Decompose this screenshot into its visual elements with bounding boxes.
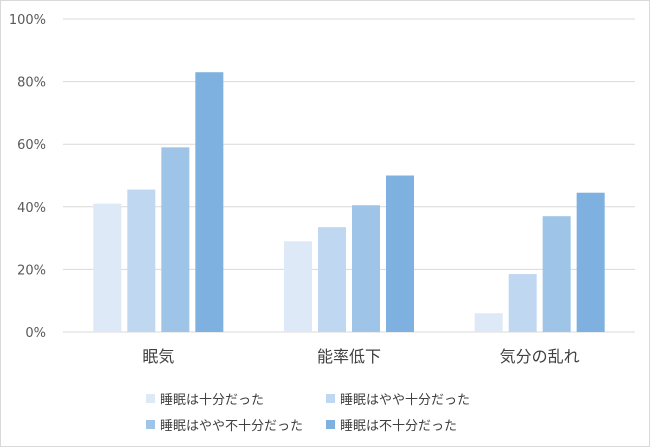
legend-label-2: 睡眠はやや十分だった — [340, 392, 471, 408]
gridlines — [63, 18, 635, 333]
y-tick-label-5: 100% — [9, 13, 46, 28]
legend-swatch-2 — [326, 393, 335, 403]
legend: 睡眠は十分だった 睡眠はやや十分だった 睡眠はやや不十分だった 睡眠は不十分だっ… — [1, 385, 650, 437]
bar-2-2 — [318, 227, 346, 332]
category-label-2: 能率低下 — [317, 347, 381, 366]
bar-2-3 — [352, 205, 380, 332]
bar-1-1 — [93, 203, 122, 332]
legend-label-1: 睡眠は十分だった — [160, 392, 265, 408]
legend-item-3: 睡眠はやや不十分だった — [146, 415, 326, 434]
bar-2-4 — [386, 175, 414, 332]
legend-item-4: 睡眠は不十分だった — [326, 415, 506, 434]
legend-swatch-1 — [146, 393, 155, 403]
bars — [93, 72, 605, 333]
bar-1-2 — [127, 189, 156, 332]
bar-3-1 — [474, 313, 503, 332]
legend-item-1: 睡眠は十分だった — [146, 389, 326, 408]
bar-1-4 — [195, 72, 224, 333]
bar-1-3 — [161, 147, 190, 332]
bar-3-4 — [576, 192, 605, 332]
category-label-1: 眠気 — [142, 347, 174, 366]
x-axis-categories: 眠気 能率低下 気分の乱れ — [142, 347, 579, 366]
category-label-3: 気分の乱れ — [500, 347, 580, 366]
legend-swatch-4 — [326, 419, 335, 429]
legend-swatch-3 — [146, 419, 155, 429]
y-tick-label-2: 40% — [17, 201, 46, 216]
y-axis-ticks: 0% 20% 40% 60% 80% 100% — [9, 13, 46, 341]
legend-item-2: 睡眠はやや十分だった — [326, 389, 506, 408]
bar-3-2 — [508, 274, 537, 332]
bar-2-1 — [284, 241, 312, 332]
y-tick-label-4: 80% — [17, 76, 46, 91]
y-tick-label-0: 0% — [25, 326, 46, 341]
y-tick-label-1: 20% — [17, 263, 46, 278]
legend-label-4: 睡眠は不十分だった — [340, 418, 458, 434]
legend-row-2: 睡眠はやや不十分だった 睡眠は不十分だった — [1, 411, 650, 437]
bar-3-3 — [542, 216, 571, 332]
legend-row-1: 睡眠は十分だった 睡眠はやや十分だった — [1, 385, 650, 411]
y-tick-label-3: 60% — [17, 138, 46, 153]
legend-label-3: 睡眠はやや不十分だった — [160, 418, 304, 434]
